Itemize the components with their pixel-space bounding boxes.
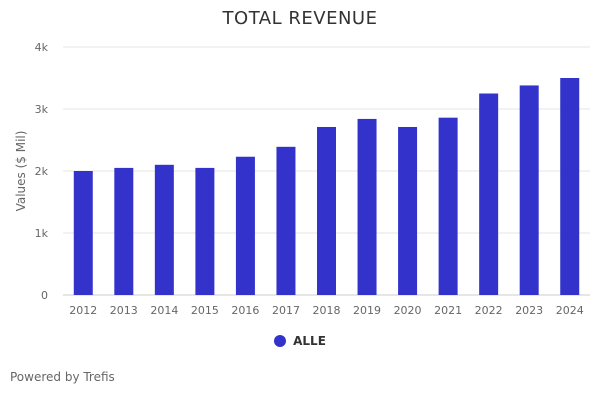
bar-2018[interactable] <box>317 126 336 295</box>
x-tick-label: 2012 <box>69 304 97 317</box>
bars <box>73 78 580 296</box>
x-tick-label: 2015 <box>191 304 219 317</box>
bar-2015[interactable] <box>195 167 215 295</box>
bar-2016[interactable] <box>235 156 255 295</box>
bar-2024[interactable] <box>560 78 580 295</box>
x-axis-ticks: 2012 2013 2014 2015 2016 2017 2018 2019 2020 2021… <box>69 304 583 317</box>
bar-2017[interactable] <box>276 146 296 295</box>
bar-2021[interactable] <box>438 117 458 296</box>
x-tick-label: 2022 <box>475 304 503 317</box>
bar-2013[interactable] <box>114 167 134 295</box>
chart-title: TOTAL REVENUE <box>222 8 378 29</box>
legend-item-alle[interactable]: ALLE <box>274 334 326 348</box>
y-tick-label: 4k <box>35 41 49 54</box>
bar-2019[interactable] <box>357 118 377 295</box>
y-tick-label: 2k <box>35 165 49 178</box>
bar-2020[interactable] <box>398 126 418 295</box>
credits-link[interactable]: Powered by Trefis <box>10 370 115 384</box>
y-tick-label: 1k <box>35 227 49 240</box>
x-tick-label: 2021 <box>434 304 462 317</box>
x-tick-label: 2020 <box>394 304 422 317</box>
x-tick-label: 2017 <box>272 304 300 317</box>
legend: ALLE <box>0 334 600 350</box>
x-tick-label: 2023 <box>515 304 543 317</box>
y-axis-title: Values ($ Mil) <box>14 131 28 212</box>
legend-swatch-icon <box>274 335 287 347</box>
bar-2014[interactable] <box>154 164 174 295</box>
x-tick-label: 2019 <box>353 304 381 317</box>
bar-2012[interactable] <box>73 171 93 295</box>
y-axis-ticks: 0 1k 2k 3k 4k <box>35 41 49 302</box>
x-tick-label: 2024 <box>556 304 584 317</box>
x-tick-label: 2018 <box>313 304 341 317</box>
bar-2023[interactable] <box>519 85 539 295</box>
x-tick-label: 2013 <box>110 304 138 317</box>
x-tick-label: 2014 <box>150 304 178 317</box>
x-tick-label: 2016 <box>231 304 259 317</box>
y-tick-label: 3k <box>35 103 49 116</box>
legend-label: ALLE <box>293 334 326 348</box>
y-tick-label: 0 <box>41 289 48 302</box>
bar-2022[interactable] <box>479 93 499 296</box>
